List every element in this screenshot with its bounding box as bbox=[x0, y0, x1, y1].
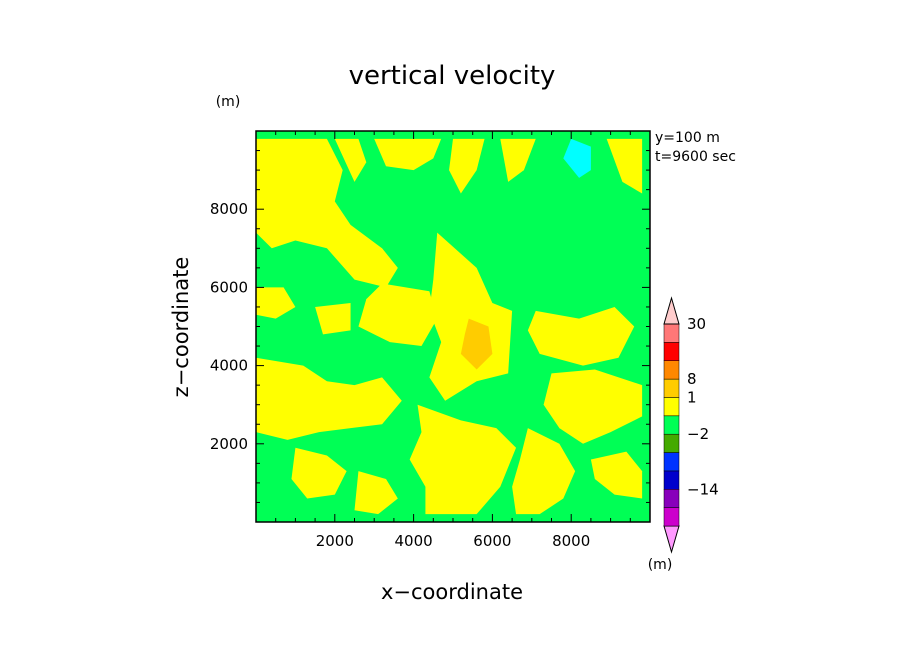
y-axis-label: z−coordinate bbox=[169, 257, 193, 398]
contour-region-positive-17 bbox=[354, 471, 398, 515]
x-tick-label: 6000 bbox=[473, 532, 511, 550]
colorbar-swatch bbox=[663, 433, 680, 453]
contour-region-positive-7 bbox=[358, 283, 438, 347]
colorbar-label: 1 bbox=[687, 388, 697, 406]
colorbar-label: −2 bbox=[687, 425, 709, 443]
colorbar-swatch bbox=[663, 452, 680, 472]
x-tick-label: 2000 bbox=[316, 532, 354, 550]
contour-region-positive-11 bbox=[409, 404, 517, 515]
contour-region-positive-15 bbox=[590, 451, 643, 499]
colorbar-swatch bbox=[663, 378, 680, 398]
colorbar-min-extension bbox=[663, 525, 680, 554]
y-tick-label: 2000 bbox=[210, 435, 248, 453]
chart-title: vertical velocity bbox=[349, 61, 556, 91]
contour-region-positive-10 bbox=[256, 357, 402, 440]
colorbar-swatch bbox=[663, 342, 680, 361]
contour-region-min-19 bbox=[563, 138, 591, 178]
y-tick-label: 4000 bbox=[210, 357, 248, 375]
x-tick-label: 8000 bbox=[552, 532, 590, 550]
colorbar: 30 81 −2 −14 bbox=[663, 296, 719, 554]
contour-region-positive-8 bbox=[256, 287, 296, 319]
colorbar-swatch bbox=[663, 507, 680, 527]
annotation-t: t=9600 sec bbox=[655, 149, 736, 165]
x-tick-label: 4000 bbox=[395, 532, 433, 550]
colorbar-swatch bbox=[663, 415, 680, 435]
colorbar-unit-label: (m) bbox=[648, 557, 673, 573]
colorbar-label: 30 bbox=[687, 315, 706, 333]
contour-region-positive-4 bbox=[500, 138, 536, 182]
colorbar-swatch bbox=[663, 470, 680, 490]
contour-region-positive-9 bbox=[315, 303, 351, 335]
contour-region-positive-1 bbox=[334, 138, 367, 182]
colorbar-label: −14 bbox=[687, 480, 719, 498]
y-tick-label: 6000 bbox=[210, 278, 248, 296]
contour-region-positive-5 bbox=[606, 138, 643, 194]
colorbar-swatch bbox=[663, 360, 680, 380]
contour-region-positive-0 bbox=[256, 138, 398, 288]
y-tick-label: 8000 bbox=[210, 200, 248, 218]
y-axis-ticks: 2000 4000 6000 8000 bbox=[210, 150, 650, 503]
contour-region-max-18 bbox=[460, 318, 493, 370]
contour-region-positive-6 bbox=[429, 232, 513, 401]
contour-region-positive-2 bbox=[374, 138, 442, 171]
contour-region-positive-14 bbox=[512, 428, 576, 515]
y-unit-label: (m) bbox=[216, 94, 241, 110]
colorbar-swatch bbox=[663, 323, 680, 343]
contour-region-positive-13 bbox=[543, 369, 643, 444]
contour-region-positive-3 bbox=[449, 138, 485, 194]
colorbar-label: 8 bbox=[687, 370, 697, 388]
x-axis-ticks: 2000 4000 6000 8000 bbox=[275, 131, 631, 550]
plot-area bbox=[255, 130, 651, 523]
colorbar-swatch bbox=[663, 397, 680, 417]
colorbar-swatch bbox=[663, 489, 680, 508]
contour-region-positive-12 bbox=[527, 306, 635, 366]
annotation-y: y=100 m bbox=[655, 130, 720, 146]
contour-region-positive-16 bbox=[291, 447, 347, 499]
colorbar-max-extension bbox=[663, 296, 680, 325]
x-axis-label: x−coordinate bbox=[381, 580, 523, 604]
